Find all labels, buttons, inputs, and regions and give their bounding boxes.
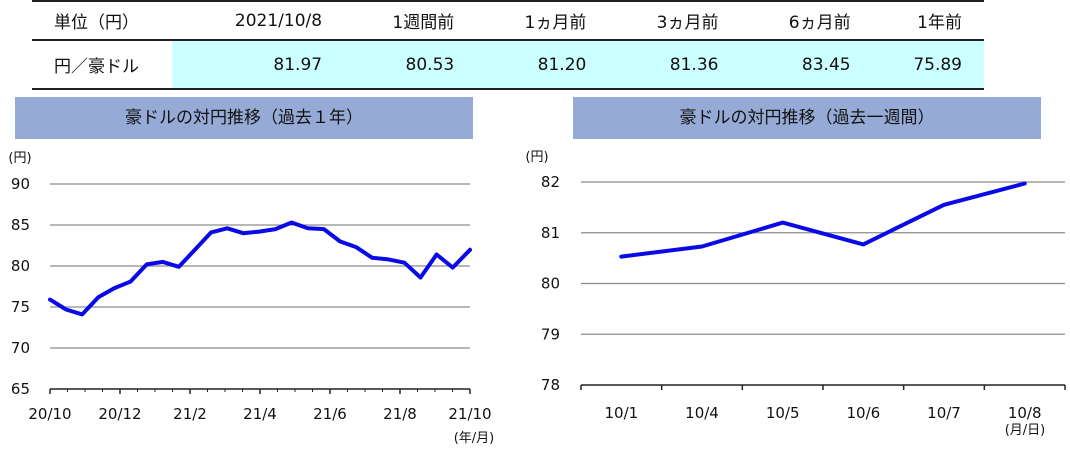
y-tick-label: 90	[11, 175, 30, 193]
x-tick-label: 21/8	[383, 405, 417, 423]
x-tick-label: 10/8	[1008, 404, 1042, 422]
value-current: 81.97	[172, 40, 345, 90]
x-unit-label: (月/日)	[1005, 423, 1046, 438]
y-unit-label: (円)	[525, 150, 548, 165]
value-1year: 75.89	[872, 40, 984, 90]
y-tick-label: 78	[541, 376, 560, 394]
y-unit-label: (円)	[8, 151, 31, 166]
rate-summary-table: 単位（円） 2021/10/8 1週間前 1ヵ月前 3ヵ月前 6ヵ月前 1年前 …	[32, 0, 984, 90]
series-line-week	[619, 181, 1027, 259]
table-row: 円／豪ドル 81.97 80.53 81.20 81.36 83.45 75.8…	[32, 40, 984, 90]
y-tick-label: 70	[11, 339, 30, 357]
header-6month: 6ヵ月前	[740, 0, 873, 41]
chart-title-year: 豪ドルの対円推移（過去１年）	[15, 97, 473, 139]
y-tick-label: 65	[11, 380, 30, 398]
x-tick-label: 20/12	[98, 405, 141, 423]
header-unit: 単位（円）	[32, 0, 172, 41]
x-tick-label: 10/1	[604, 404, 638, 422]
y-tick-label: 85	[11, 216, 30, 234]
x-tick-label: 21/6	[313, 405, 347, 423]
x-tick-label: 10/4	[685, 404, 719, 422]
x-tick-label: 21/10	[448, 405, 491, 423]
header-1year: 1年前	[872, 0, 984, 41]
y-tick-label: 75	[11, 298, 30, 316]
row-label: 円／豪ドル	[32, 40, 172, 90]
value-3month: 81.36	[608, 40, 741, 90]
x-tick-label: 20/10	[28, 405, 71, 423]
y-tick-label: 80	[11, 257, 30, 275]
x-tick-label: 10/6	[846, 404, 880, 422]
x-unit-label: (年/月)	[454, 431, 495, 446]
header-date: 2021/10/8	[172, 0, 345, 41]
header-1week: 1週間前	[344, 0, 477, 41]
table-header-row: 単位（円） 2021/10/8 1週間前 1ヵ月前 3ヵ月前 6ヵ月前 1年前	[32, 0, 984, 41]
y-tick-label: 80	[541, 275, 560, 293]
chart-year: 90 85 80 75 70 65 20/10 20/12 21/2 21/4 21/6 21/8 21…	[8, 151, 494, 446]
header-3month: 3ヵ月前	[608, 0, 741, 41]
x-tick-label: 10/7	[927, 404, 961, 422]
value-1week: 80.53	[344, 40, 477, 90]
x-tick-label: 21/4	[243, 405, 277, 423]
value-6month: 83.45	[740, 40, 873, 90]
y-tick-label: 82	[541, 173, 560, 191]
series-line-year	[48, 220, 472, 317]
chart-week: 82 81 80 79 78 10/1 10/4 10/5 10/6 10/7 10/8 (円) (月/…	[525, 150, 1066, 438]
x-tick-label: 10/5	[766, 404, 800, 422]
header-1month: 1ヵ月前	[476, 0, 609, 41]
chart-title-week: 豪ドルの対円推移（過去一週間）	[573, 97, 1041, 139]
y-tick-label: 81	[541, 224, 560, 242]
y-tick-label: 79	[541, 325, 560, 343]
value-1month: 81.20	[476, 40, 609, 90]
x-tick-label: 21/2	[173, 405, 207, 423]
